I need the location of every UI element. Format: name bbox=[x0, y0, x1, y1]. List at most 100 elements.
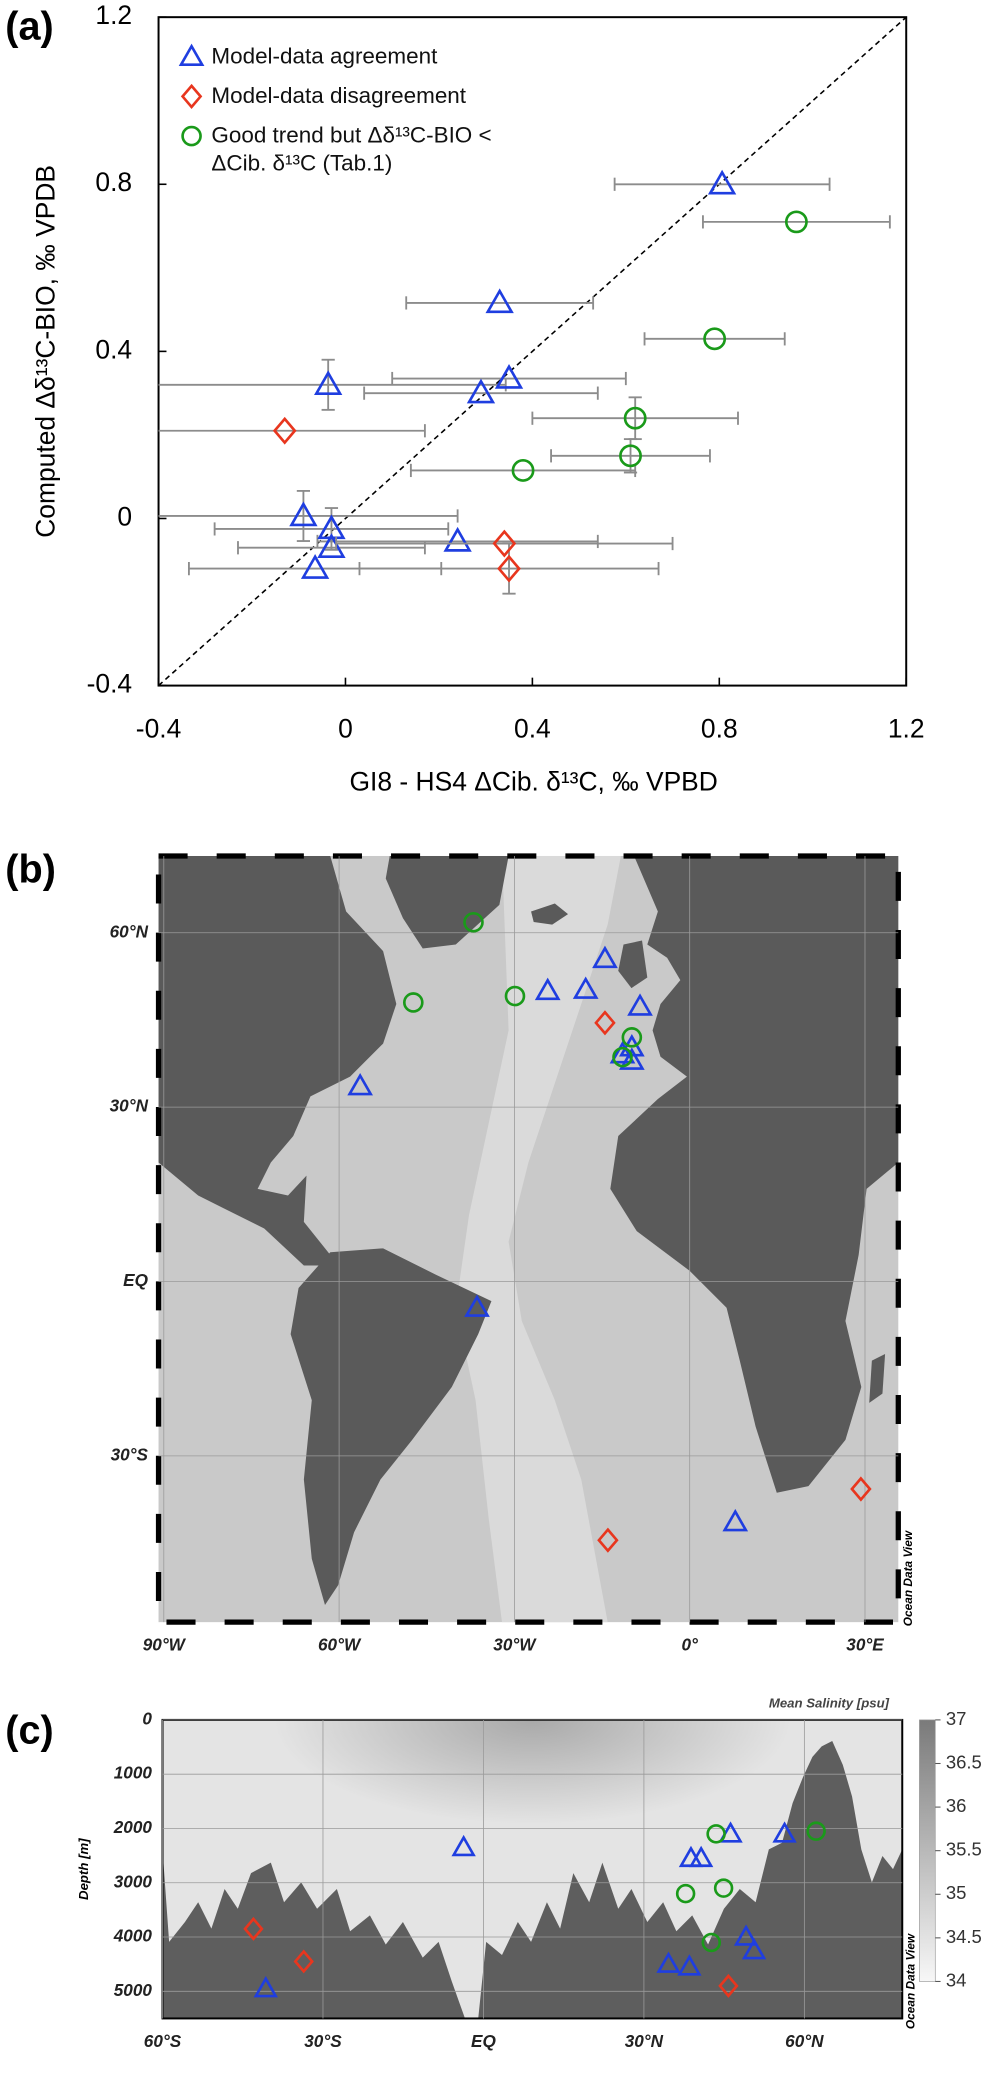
marker-triangle bbox=[314, 370, 343, 396]
panel-label: (b) bbox=[5, 847, 56, 891]
marker-circle bbox=[703, 327, 727, 351]
marker-triangle bbox=[317, 533, 346, 558]
colorbar-tick-label: 34 bbox=[946, 1969, 967, 1990]
y-tick-label: 30°S bbox=[111, 1444, 149, 1464]
marker-circle bbox=[181, 125, 202, 147]
marker-triangle bbox=[677, 1954, 702, 1976]
marker-triangle bbox=[618, 1047, 645, 1070]
marker-diamond bbox=[718, 1973, 739, 1998]
marker-triangle bbox=[451, 1834, 476, 1857]
y-tick-label: 4000 bbox=[113, 1926, 153, 1946]
marker-diamond bbox=[594, 1010, 616, 1036]
legend-entry: Model-data disagreement bbox=[211, 83, 467, 109]
watermark: Ocean Data View bbox=[904, 1933, 918, 2029]
marker-triangle bbox=[347, 1072, 373, 1096]
x-tick-label: 0 bbox=[338, 713, 353, 743]
colorbar-tick-label: 36.5 bbox=[946, 1751, 982, 1772]
y-tick-label: 60°N bbox=[110, 921, 149, 941]
colorbar-tick-label: 36 bbox=[946, 1795, 967, 1816]
marker-triangle bbox=[289, 501, 318, 527]
marker-triangle bbox=[464, 1294, 490, 1317]
x-tick-label: 30°W bbox=[493, 1634, 537, 1654]
marker-triangle bbox=[443, 526, 472, 552]
y-tick-label: 0.8 bbox=[95, 167, 132, 197]
x-tick-label: 60°S bbox=[144, 2031, 182, 2051]
x-tick-label: 30°E bbox=[846, 1634, 884, 1654]
y-tick-label: 0 bbox=[117, 501, 132, 531]
marker-diamond bbox=[850, 1476, 872, 1502]
x-tick-label: 60°N bbox=[785, 2031, 824, 2051]
identity-line bbox=[158, 17, 907, 686]
marker-triangle bbox=[592, 945, 618, 969]
y-tick-label: 0.4 bbox=[95, 334, 132, 364]
colorbar-tick-label: 37 bbox=[946, 1708, 967, 1729]
colorbar-tick-label: 35.5 bbox=[946, 1839, 982, 1860]
marker-diamond bbox=[243, 1916, 264, 1941]
colorbar bbox=[919, 1719, 936, 1982]
x-tick-label: 0.4 bbox=[514, 713, 551, 743]
marker-diamond bbox=[492, 529, 517, 558]
x-tick-label: 30°S bbox=[304, 2031, 342, 2051]
marker-triangle bbox=[772, 1821, 797, 1843]
y-tick-label: 1000 bbox=[114, 1763, 153, 1783]
marker-triangle bbox=[656, 1951, 681, 1973]
x-error-bar bbox=[702, 215, 891, 229]
marker-diamond bbox=[180, 83, 203, 110]
land bbox=[290, 1248, 492, 1605]
marker-triangle bbox=[485, 288, 514, 314]
x-axis-label: GI8 - HS4 ΔCib. δ¹³C, ‰ VPBD bbox=[350, 766, 718, 796]
marker-triangle bbox=[609, 1040, 636, 1064]
x-tick-label: -0.4 bbox=[136, 713, 182, 743]
marker-triangle bbox=[741, 1938, 767, 1960]
marker-circle bbox=[463, 911, 484, 933]
marker-triangle bbox=[534, 977, 561, 1001]
map-frame bbox=[155, 853, 901, 1625]
panel-label: (c) bbox=[5, 1709, 53, 1753]
marker-circle bbox=[713, 1878, 734, 1898]
y-tick-label: 30°N bbox=[110, 1096, 149, 1116]
x-error-bar bbox=[391, 371, 627, 386]
marker-diamond bbox=[272, 416, 297, 445]
marker-triangle bbox=[733, 1924, 759, 1946]
x-tick-label: 0° bbox=[681, 1634, 698, 1654]
marker-circle bbox=[511, 459, 535, 482]
marker-circle bbox=[504, 985, 526, 1007]
y-axis-label: Depth [m] bbox=[76, 1838, 91, 1900]
land bbox=[618, 940, 648, 989]
x-error-bar bbox=[316, 534, 599, 549]
marker-triangle bbox=[707, 169, 737, 195]
land bbox=[158, 855, 397, 1266]
marker-circle bbox=[675, 1883, 696, 1904]
marker-circle bbox=[612, 1046, 633, 1068]
marker-diamond bbox=[293, 1949, 314, 1974]
legend-label: Model-data disagreement bbox=[211, 83, 467, 109]
marker-circle bbox=[706, 1824, 726, 1844]
x-error-bar bbox=[613, 177, 831, 191]
marker-diamond bbox=[497, 554, 521, 583]
x-error-bar bbox=[405, 296, 595, 310]
y-tick-label: 2000 bbox=[113, 1817, 153, 1837]
x-tick-label: 30°N bbox=[625, 2031, 664, 2051]
colorbar-tick-label: 35 bbox=[946, 1882, 967, 1903]
marker-triangle bbox=[300, 554, 330, 579]
land bbox=[385, 855, 509, 949]
marker-circle bbox=[619, 444, 642, 468]
x-tick-label: EQ bbox=[471, 2031, 496, 2051]
legend-entry: Model-data agreement bbox=[211, 43, 438, 69]
marker-triangle bbox=[494, 363, 524, 389]
marker-triangle bbox=[466, 378, 496, 404]
x-error-bar bbox=[363, 386, 599, 400]
x-tick-label: 1.2 bbox=[888, 713, 925, 743]
y-tick-label: EQ bbox=[123, 1270, 148, 1290]
x-tick-label: 90°W bbox=[143, 1634, 187, 1654]
marker-triangle bbox=[688, 1845, 714, 1868]
marker-triangle bbox=[572, 976, 599, 999]
marker-diamond bbox=[597, 1527, 619, 1553]
legend-label: Model-data agreement bbox=[211, 43, 438, 69]
marker-triangle bbox=[627, 993, 653, 1016]
legend-entry: Good trend but Δδ¹³C-BIO < ΔCib. δ¹³C (T… bbox=[211, 123, 491, 176]
y-error-bar bbox=[296, 489, 311, 542]
marker-triangle bbox=[178, 43, 205, 67]
